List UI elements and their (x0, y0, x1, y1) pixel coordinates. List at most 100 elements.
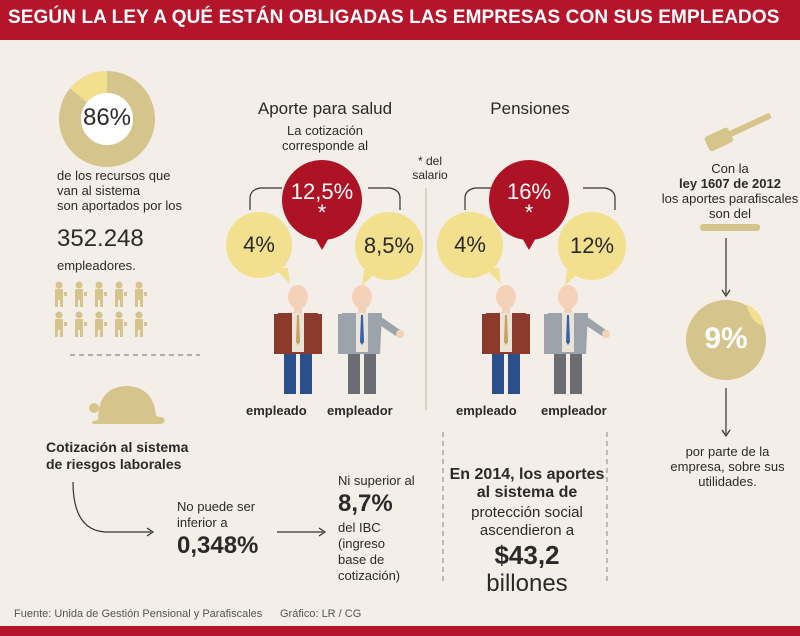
salud-empleado-tail (274, 268, 290, 284)
pensiones-total-bubble: 16% * (489, 160, 569, 240)
empleado-figure (482, 285, 530, 394)
arrow-down-icon (721, 238, 731, 298)
salud-empleador-pct: 8,5% (363, 233, 415, 258)
max-desc-line: cotización) (338, 568, 401, 583)
seal-badge (686, 300, 766, 380)
desc-line: son aportados por los (57, 198, 183, 213)
min-label: No puede ser inferior a (177, 499, 255, 531)
title-bar (0, 0, 800, 40)
pensiones-empleado-tail (485, 268, 501, 284)
totals-line: En 2014, los aportes (449, 466, 605, 483)
max-desc-line: del IBC (338, 520, 381, 535)
salary-note: * del salario (405, 154, 455, 182)
person-icon (95, 311, 107, 337)
salud-bubble-tail (314, 236, 330, 250)
riesgos-arrows (72, 481, 327, 537)
pensiones-empleado-pct: 4% (454, 232, 486, 257)
donut-description: de los recursos que van al sistema son a… (57, 168, 182, 213)
salud-title: Aporte para salud (257, 99, 393, 118)
salud-empleador-bubble: 8,5% (355, 212, 423, 280)
gavel-base-icon (700, 224, 760, 231)
totals-divider-right (606, 432, 608, 582)
totals-amount: $43,2 (494, 540, 560, 570)
pensiones-empleado-label: empleado (456, 403, 517, 418)
person-icon (55, 281, 67, 307)
salud-asterisk: * (317, 200, 327, 225)
person-icon (135, 311, 147, 337)
salud-subtitle-line: La cotización (287, 123, 363, 138)
pensiones-people (482, 285, 610, 394)
parafiscales-line: Con la (711, 161, 749, 176)
pensiones-bubble-tail (521, 236, 537, 250)
hard-hat-icon (89, 386, 165, 424)
salud-empleador-tail (362, 270, 378, 286)
max-description: del IBC (ingreso base de cotización) (338, 520, 400, 584)
footer-bar (0, 626, 800, 636)
pensiones-empleador-bubble: 12% (558, 212, 626, 280)
max-desc-line: base de (338, 552, 385, 567)
riesgos-line: Cotización al sistema (46, 439, 189, 455)
footer-source: Fuente: Unida de Gestión Pensional y Par… (14, 608, 263, 620)
pensiones-empleador-label: empleador (541, 403, 607, 418)
parafiscales-after: por parte de la empresa, sobre sus utili… (655, 444, 800, 489)
totals-line: protección social (471, 504, 583, 521)
dashed-divider (70, 354, 200, 356)
totals-description: protección social ascendieron a (446, 504, 608, 540)
salary-note-line: salario (412, 168, 448, 182)
max-label: Ni superior al (338, 473, 415, 488)
pensiones-total: 16% (506, 179, 552, 204)
salary-note-line: * del (417, 154, 443, 168)
min-value: 0,348% (177, 532, 259, 559)
totals-line: ascendieron a (479, 522, 575, 539)
totals-line: al sistema de (476, 484, 578, 501)
gavel-icon (704, 113, 772, 152)
parafiscales-value: 9% (704, 322, 748, 355)
salud-empleado-bubble: 4% (226, 212, 292, 278)
donut-center (81, 93, 133, 145)
person-icon (55, 311, 67, 337)
parafiscales-law: ley 1607 de 2012 (679, 176, 781, 191)
parafiscales-text: Con la ley 1607 de 2012 los aportes para… (660, 161, 800, 221)
donut-remainder-segment (70, 71, 107, 103)
person-icon (95, 281, 107, 307)
center-divider (425, 188, 427, 410)
max-value: 8,7% (338, 490, 393, 517)
pensiones-empleador-tail (565, 270, 581, 286)
salud-brackets (249, 187, 401, 210)
donut-value: 86% (82, 104, 132, 131)
person-icon (115, 311, 127, 337)
person-icon (75, 311, 87, 337)
page-title: SEGÚN LA LEY A QUÉ ESTÁN OBLIGADAS LAS E… (8, 7, 780, 28)
salud-total: 12,5% (290, 179, 354, 204)
salud-total-bubble: 12,5% * (282, 160, 362, 240)
employers-label: empleadores. (57, 258, 136, 273)
pensiones-brackets (464, 187, 616, 210)
salud-empleado-pct: 4% (243, 232, 275, 257)
salud-subtitle: La cotización corresponde al (240, 123, 410, 153)
totals-divider-left (442, 432, 444, 582)
parafiscales-line: los aportes parafiscales (661, 191, 799, 206)
salud-people (274, 285, 404, 394)
desc-line: van al sistema (57, 183, 141, 198)
pensiones-title: Pensiones (490, 99, 570, 118)
parafiscales-after-line: por parte de la (685, 444, 770, 459)
min-label-line: No puede ser (177, 499, 256, 514)
max-desc-line: (ingreso (338, 536, 385, 551)
totals-unit: billones (486, 570, 568, 597)
empleado-figure (274, 285, 322, 394)
employer-icons (55, 281, 147, 337)
riesgos-title: Cotización al sistema de riesgos laboral… (46, 439, 188, 473)
pensiones-empleado-bubble: 4% (437, 212, 503, 278)
parafiscales-line: son del (709, 206, 751, 221)
parafiscales-after-line: empresa, sobre sus (670, 459, 785, 474)
donut-chart (59, 71, 155, 167)
person-icon (135, 281, 147, 307)
parafiscales-after-line: utilidades. (698, 474, 757, 489)
arrow-down-icon (721, 388, 731, 438)
empleador-figure (338, 285, 404, 394)
person-icon (75, 281, 87, 307)
totals-heading: En 2014, los aportes al sistema de (446, 466, 608, 502)
footer-credit: Gráfico: LR / CG (280, 608, 362, 620)
employers-count: 352.248 (57, 225, 144, 252)
salud-empleado-label: empleado (246, 403, 307, 418)
